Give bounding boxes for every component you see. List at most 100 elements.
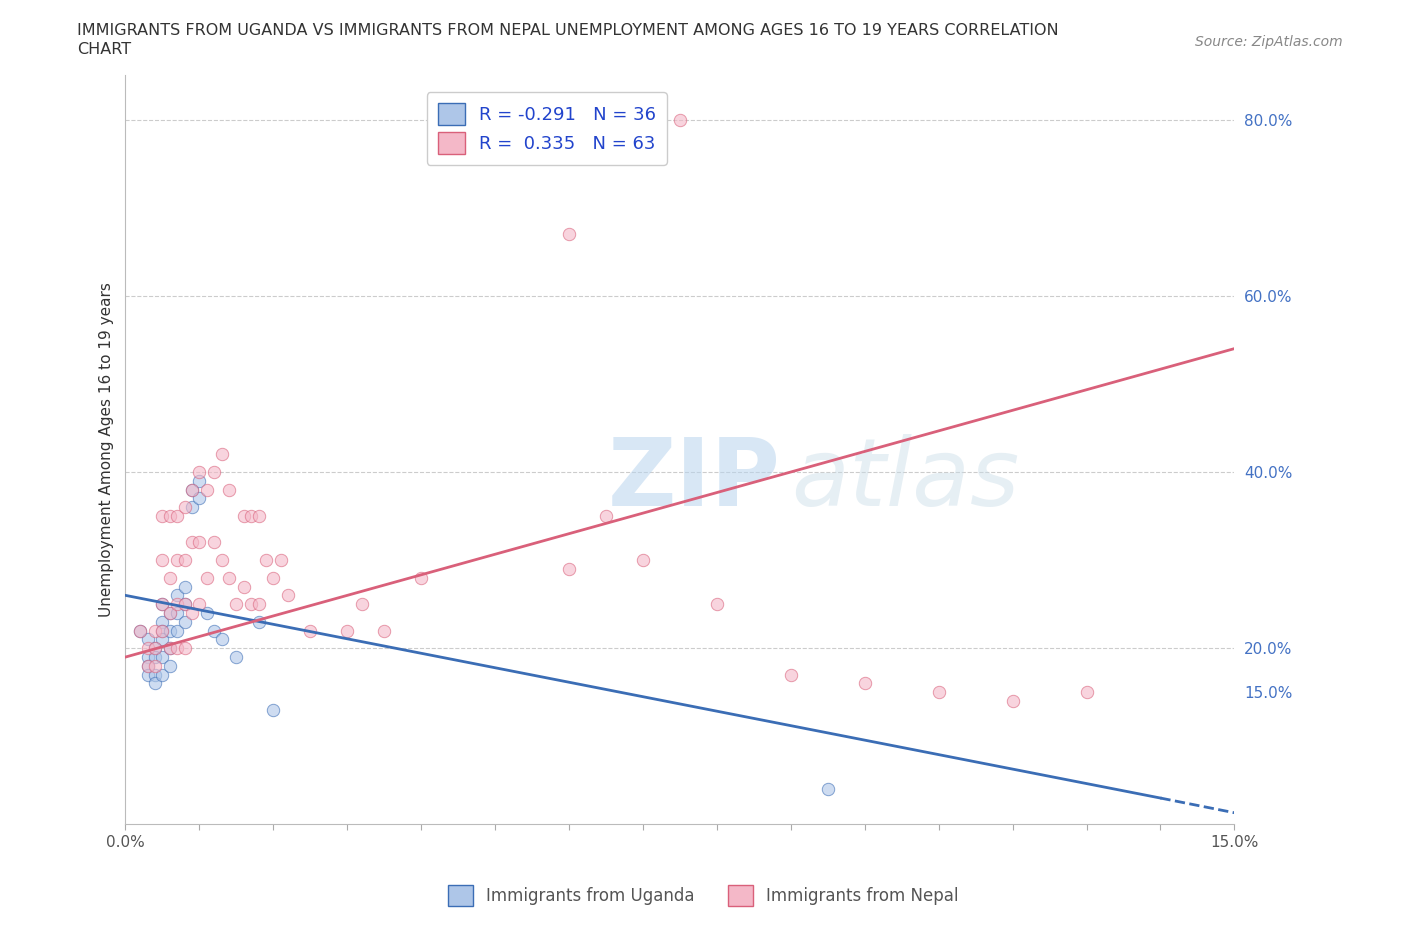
- Point: [218, 482, 240, 497]
- Point: [202, 535, 225, 550]
- Point: [152, 650, 174, 665]
- Point: [159, 641, 181, 656]
- Point: [779, 667, 801, 682]
- Point: [152, 667, 174, 682]
- Point: [188, 491, 211, 506]
- Point: [129, 623, 152, 638]
- Point: [159, 509, 181, 524]
- Point: [706, 597, 728, 612]
- Point: [143, 650, 166, 665]
- Point: [136, 641, 159, 656]
- Point: [136, 658, 159, 673]
- Point: [247, 597, 270, 612]
- Point: [173, 641, 195, 656]
- Point: [152, 597, 174, 612]
- Point: [181, 605, 204, 620]
- Point: [247, 509, 270, 524]
- Point: [247, 615, 270, 630]
- Point: [143, 667, 166, 682]
- Point: [159, 570, 181, 585]
- Point: [211, 552, 233, 567]
- Point: [136, 667, 159, 682]
- Point: [166, 552, 188, 567]
- Point: [240, 597, 263, 612]
- Point: [202, 623, 225, 638]
- Point: [152, 632, 174, 647]
- Point: [928, 684, 950, 699]
- Point: [143, 658, 166, 673]
- Legend: R = -0.291   N = 36, R =  0.335   N = 63: R = -0.291 N = 36, R = 0.335 N = 63: [427, 92, 666, 165]
- Point: [631, 552, 654, 567]
- Point: [336, 623, 359, 638]
- Point: [152, 623, 174, 638]
- Point: [173, 579, 195, 594]
- Point: [188, 473, 211, 488]
- Point: [188, 535, 211, 550]
- Point: [853, 676, 876, 691]
- Point: [195, 570, 218, 585]
- Point: [595, 509, 617, 524]
- Point: [181, 499, 204, 514]
- Point: [152, 552, 174, 567]
- Point: [232, 579, 254, 594]
- Point: [143, 641, 166, 656]
- Point: [136, 658, 159, 673]
- Point: [152, 615, 174, 630]
- Point: [262, 702, 284, 717]
- Point: [225, 597, 247, 612]
- Point: [136, 632, 159, 647]
- Point: [240, 509, 263, 524]
- Point: [166, 597, 188, 612]
- Point: [166, 623, 188, 638]
- Point: [129, 623, 152, 638]
- Text: ZIP: ZIP: [607, 434, 780, 526]
- Point: [173, 597, 195, 612]
- Point: [1076, 684, 1098, 699]
- Point: [188, 465, 211, 480]
- Point: [166, 588, 188, 603]
- Point: [254, 552, 277, 567]
- Text: CHART: CHART: [77, 42, 131, 57]
- Point: [143, 641, 166, 656]
- Point: [136, 650, 159, 665]
- Point: [411, 570, 433, 585]
- Point: [1001, 694, 1024, 709]
- Point: [159, 658, 181, 673]
- Point: [173, 615, 195, 630]
- Point: [277, 588, 299, 603]
- Point: [166, 605, 188, 620]
- Point: [166, 641, 188, 656]
- Point: [159, 623, 181, 638]
- Text: atlas: atlas: [790, 434, 1019, 525]
- Point: [211, 447, 233, 462]
- Point: [232, 509, 254, 524]
- Point: [195, 605, 218, 620]
- Point: [669, 113, 692, 127]
- Point: [181, 482, 204, 497]
- Point: [152, 509, 174, 524]
- Y-axis label: Unemployment Among Ages 16 to 19 years: Unemployment Among Ages 16 to 19 years: [100, 283, 114, 618]
- Point: [181, 535, 204, 550]
- Point: [143, 676, 166, 691]
- Point: [181, 482, 204, 497]
- Point: [152, 623, 174, 638]
- Point: [211, 632, 233, 647]
- Text: IMMIGRANTS FROM UGANDA VS IMMIGRANTS FROM NEPAL UNEMPLOYMENT AMONG AGES 16 TO 19: IMMIGRANTS FROM UGANDA VS IMMIGRANTS FRO…: [77, 23, 1059, 38]
- Legend: Immigrants from Uganda, Immigrants from Nepal: Immigrants from Uganda, Immigrants from …: [441, 879, 965, 912]
- Point: [195, 482, 218, 497]
- Point: [558, 227, 581, 242]
- Point: [159, 605, 181, 620]
- Point: [299, 623, 322, 638]
- Point: [166, 509, 188, 524]
- Point: [173, 499, 195, 514]
- Point: [225, 650, 247, 665]
- Point: [188, 597, 211, 612]
- Point: [817, 782, 839, 797]
- Point: [350, 597, 373, 612]
- Text: Source: ZipAtlas.com: Source: ZipAtlas.com: [1195, 35, 1343, 49]
- Point: [173, 552, 195, 567]
- Point: [159, 641, 181, 656]
- Point: [152, 597, 174, 612]
- Point: [143, 623, 166, 638]
- Point: [373, 623, 395, 638]
